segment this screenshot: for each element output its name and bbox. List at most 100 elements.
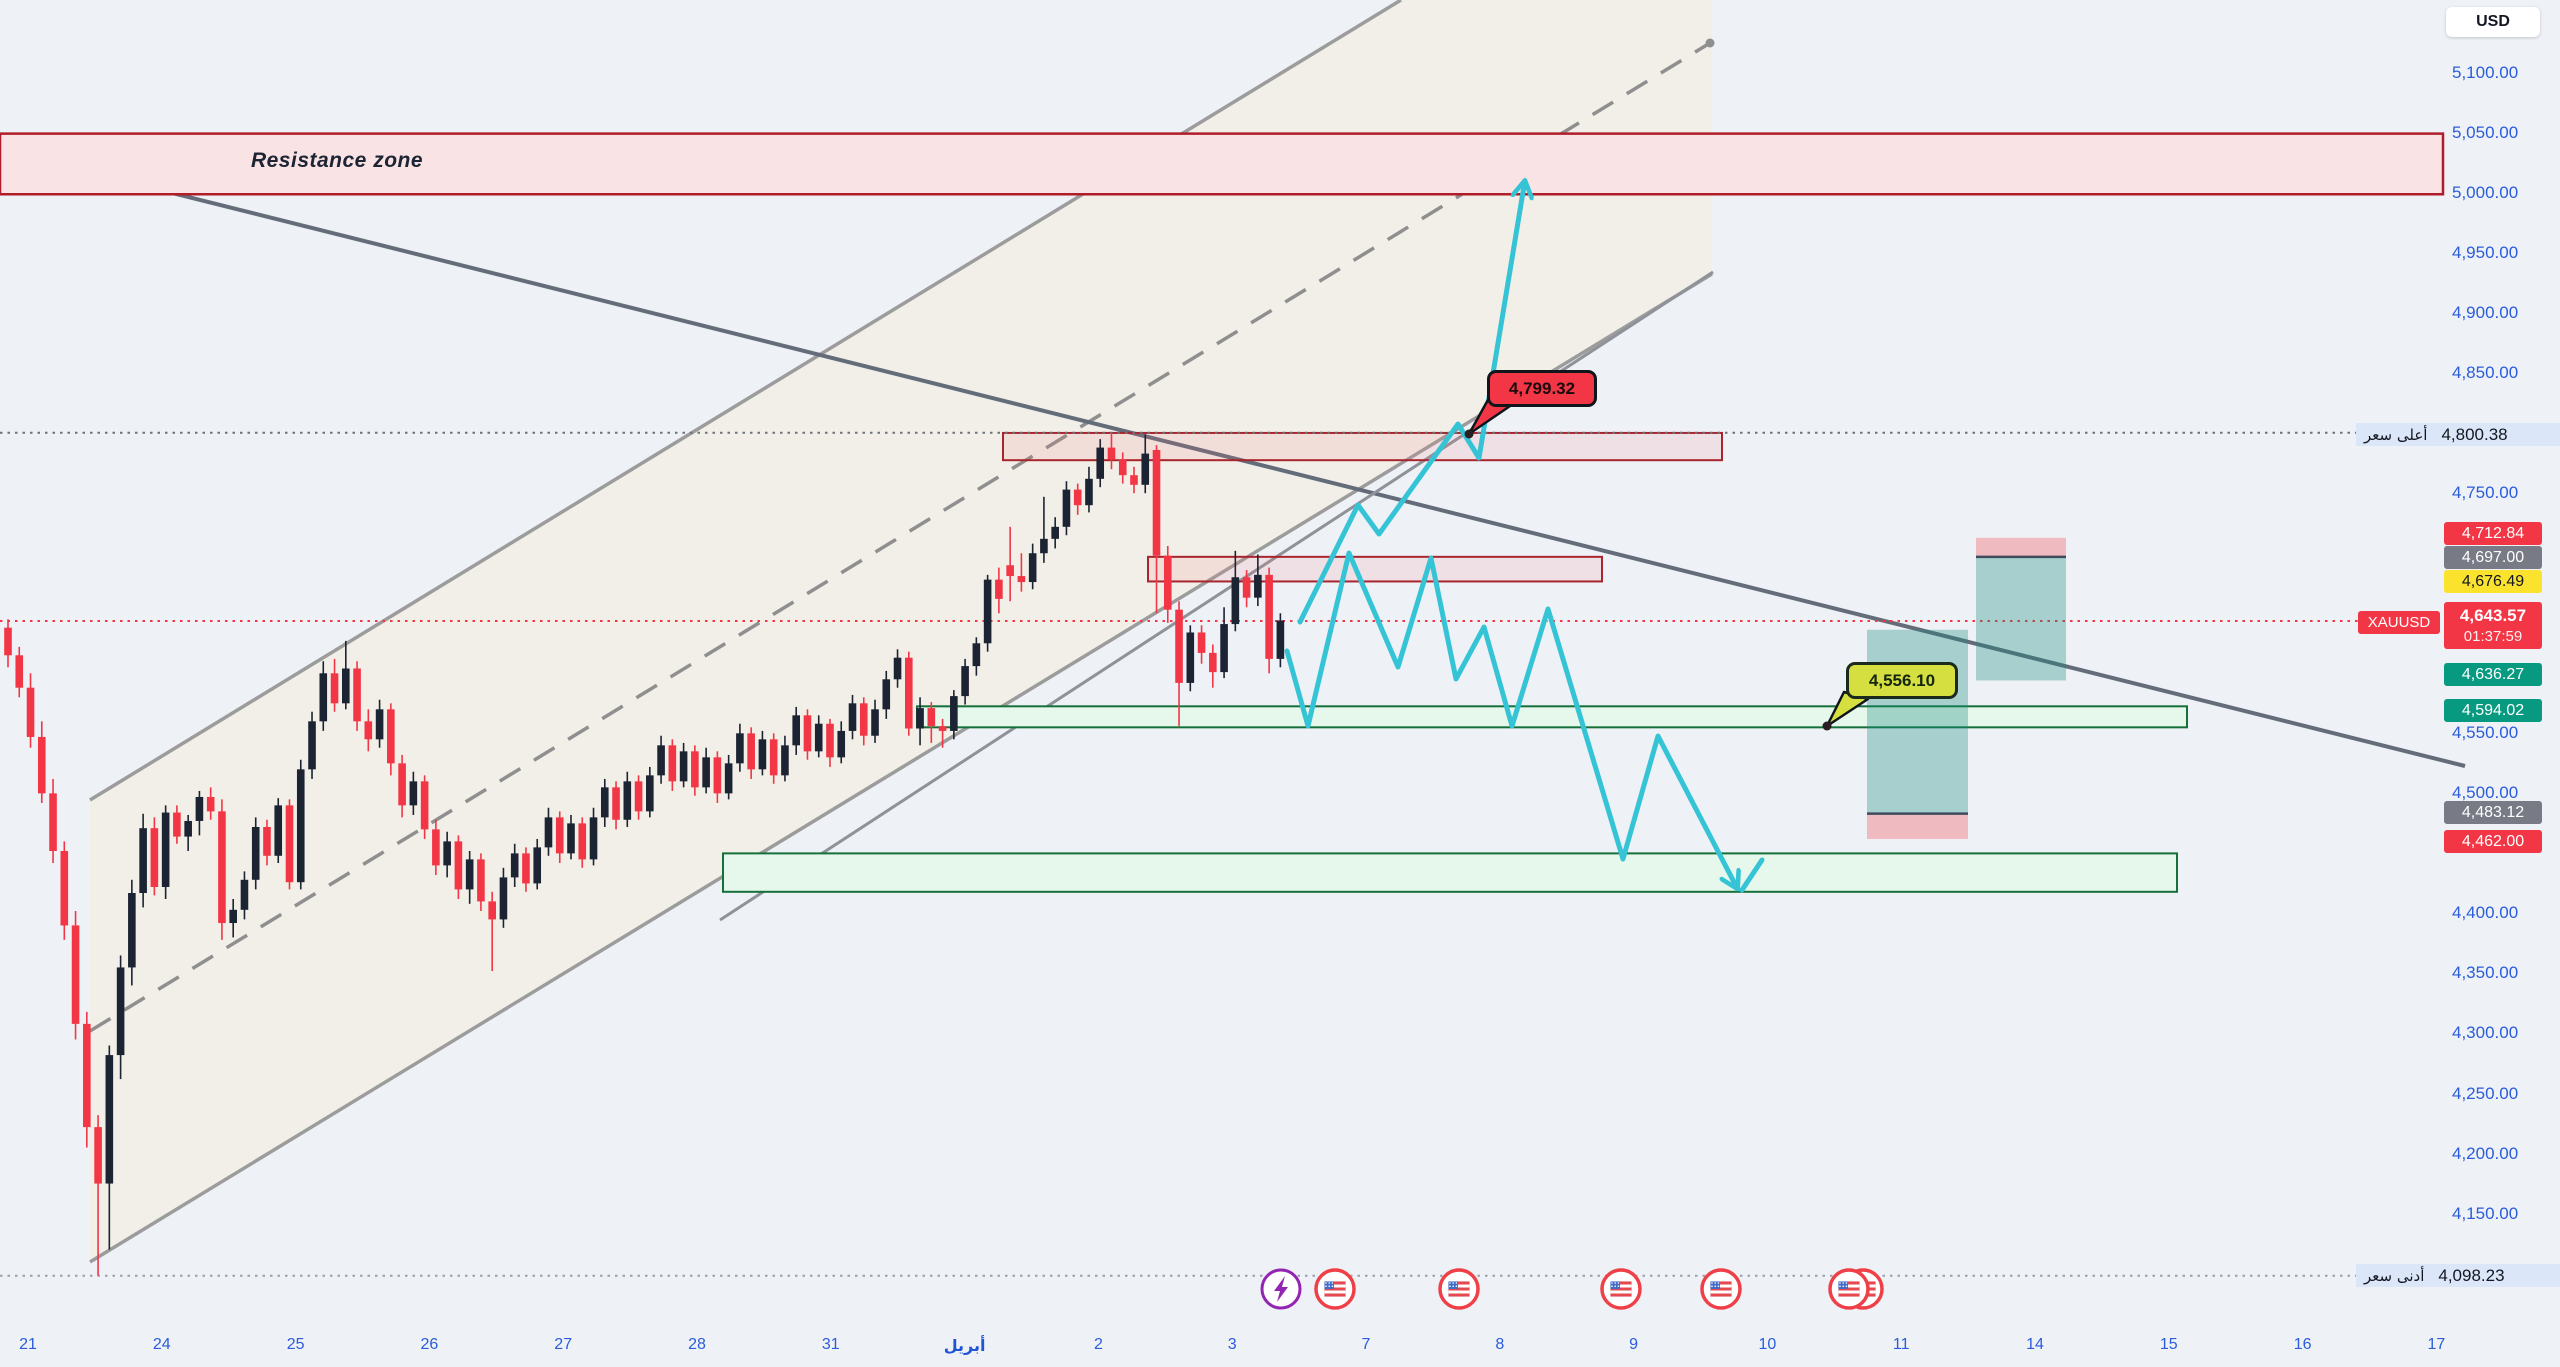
demand-zone-4556 [916, 705, 2188, 729]
candle [465, 859, 474, 890]
currency-toggle-button[interactable]: USD [2446, 7, 2540, 37]
time-label: 24 [152, 1336, 171, 1353]
supply-demand-zones[interactable] [0, 132, 2445, 893]
candle [60, 850, 69, 926]
last-price-value: 4,643.57 [2459, 605, 2527, 625]
candle [1220, 624, 1228, 673]
candle [882, 679, 891, 710]
price-tick: 4,250.00 [2452, 1083, 2519, 1103]
candle [679, 751, 688, 782]
candle [781, 745, 789, 776]
candle [150, 828, 159, 888]
candle [905, 657, 913, 729]
candle [567, 823, 575, 854]
economic-event-icons[interactable] [1260, 1268, 1884, 1310]
highest-price-band: أعلى سعر 4,800.38 [2356, 423, 2560, 446]
candle [1028, 553, 1037, 583]
candle [871, 709, 879, 736]
candle [1051, 526, 1059, 539]
time-label: 10 [1758, 1336, 1777, 1353]
flash-event-icon [1260, 1268, 1302, 1310]
candle [499, 877, 508, 920]
candle [646, 775, 654, 812]
support-callout-label[interactable]: 4,556.10 [1846, 662, 1958, 699]
price-tick: 5,100.00 [2452, 62, 2519, 82]
candle [1175, 609, 1183, 683]
candle [522, 853, 530, 884]
candle [398, 763, 406, 806]
candle [983, 579, 992, 644]
candle [274, 805, 283, 856]
time-label: 15 [2159, 1336, 2178, 1353]
candle [1186, 632, 1195, 683]
candle [420, 781, 429, 830]
candle [972, 643, 981, 667]
candle [961, 666, 969, 697]
candle [668, 745, 677, 782]
candle [263, 826, 271, 856]
candle [1017, 576, 1026, 583]
candle [1163, 555, 1172, 610]
candle [1118, 459, 1127, 476]
time-label: 26 [420, 1336, 439, 1353]
candle [1062, 489, 1071, 527]
us-economic-event-icon [1314, 1268, 1356, 1310]
time-label: 2 [1093, 1336, 1103, 1353]
candle [251, 826, 260, 880]
short-position-tool [1976, 537, 2066, 681]
candle [916, 708, 924, 729]
candle [1085, 478, 1093, 506]
us-economic-event-icon [1700, 1268, 1742, 1310]
candle [623, 781, 632, 820]
candle [814, 723, 823, 752]
candle [859, 703, 868, 736]
bearish-forecast-path [1284, 550, 1735, 884]
candle [1242, 577, 1251, 598]
price-tick: 4,400.00 [2452, 903, 2519, 923]
candle [758, 739, 767, 770]
supply-box-4697 [1147, 555, 1603, 583]
descending-trendline [0, 148, 2466, 768]
time-label: 3 [1227, 1336, 1237, 1353]
candle [26, 687, 35, 737]
price-tick: 4,500.00 [2452, 783, 2519, 803]
candle [37, 736, 46, 794]
candle [736, 733, 744, 764]
candle [657, 745, 665, 776]
candle [173, 812, 181, 837]
candle [94, 1127, 102, 1184]
us-economic-event-icon [1600, 1268, 1642, 1310]
candle [893, 657, 902, 680]
lowest-price-caption: أدنى سعر [2364, 1266, 2425, 1285]
resistance-zone [0, 132, 2445, 196]
us-economic-event-icon [1828, 1268, 1884, 1310]
candle [995, 579, 1003, 599]
candle [1197, 632, 1206, 653]
candle [713, 757, 722, 794]
candle [353, 668, 361, 722]
price-level-chip: 4,462.00 [2444, 830, 2542, 853]
time-label: 17 [2427, 1336, 2446, 1353]
lowest-price-band: أدنى سعر 4,098.23 [2356, 1264, 2560, 1287]
candle [330, 673, 339, 704]
candle [837, 730, 846, 758]
candle [128, 893, 136, 968]
price-tick: 4,550.00 [2452, 723, 2519, 743]
candle [848, 703, 857, 731]
time-label: 8 [1495, 1336, 1505, 1353]
candle [555, 817, 564, 854]
price-level-chip: 4,676.49 [2444, 570, 2542, 593]
time-label: 16 [2293, 1336, 2312, 1353]
high-target-callout-label[interactable]: 4,799.32 [1487, 370, 1597, 407]
candle [1096, 447, 1105, 479]
position-tools[interactable] [1867, 537, 2066, 839]
candle [702, 757, 710, 788]
candle [184, 820, 192, 837]
price-tick: 4,850.00 [2452, 363, 2519, 383]
candle [387, 709, 395, 764]
candle [308, 721, 316, 770]
candle [49, 793, 57, 851]
lowest-price-value: 4,098.23 [2438, 1265, 2505, 1285]
